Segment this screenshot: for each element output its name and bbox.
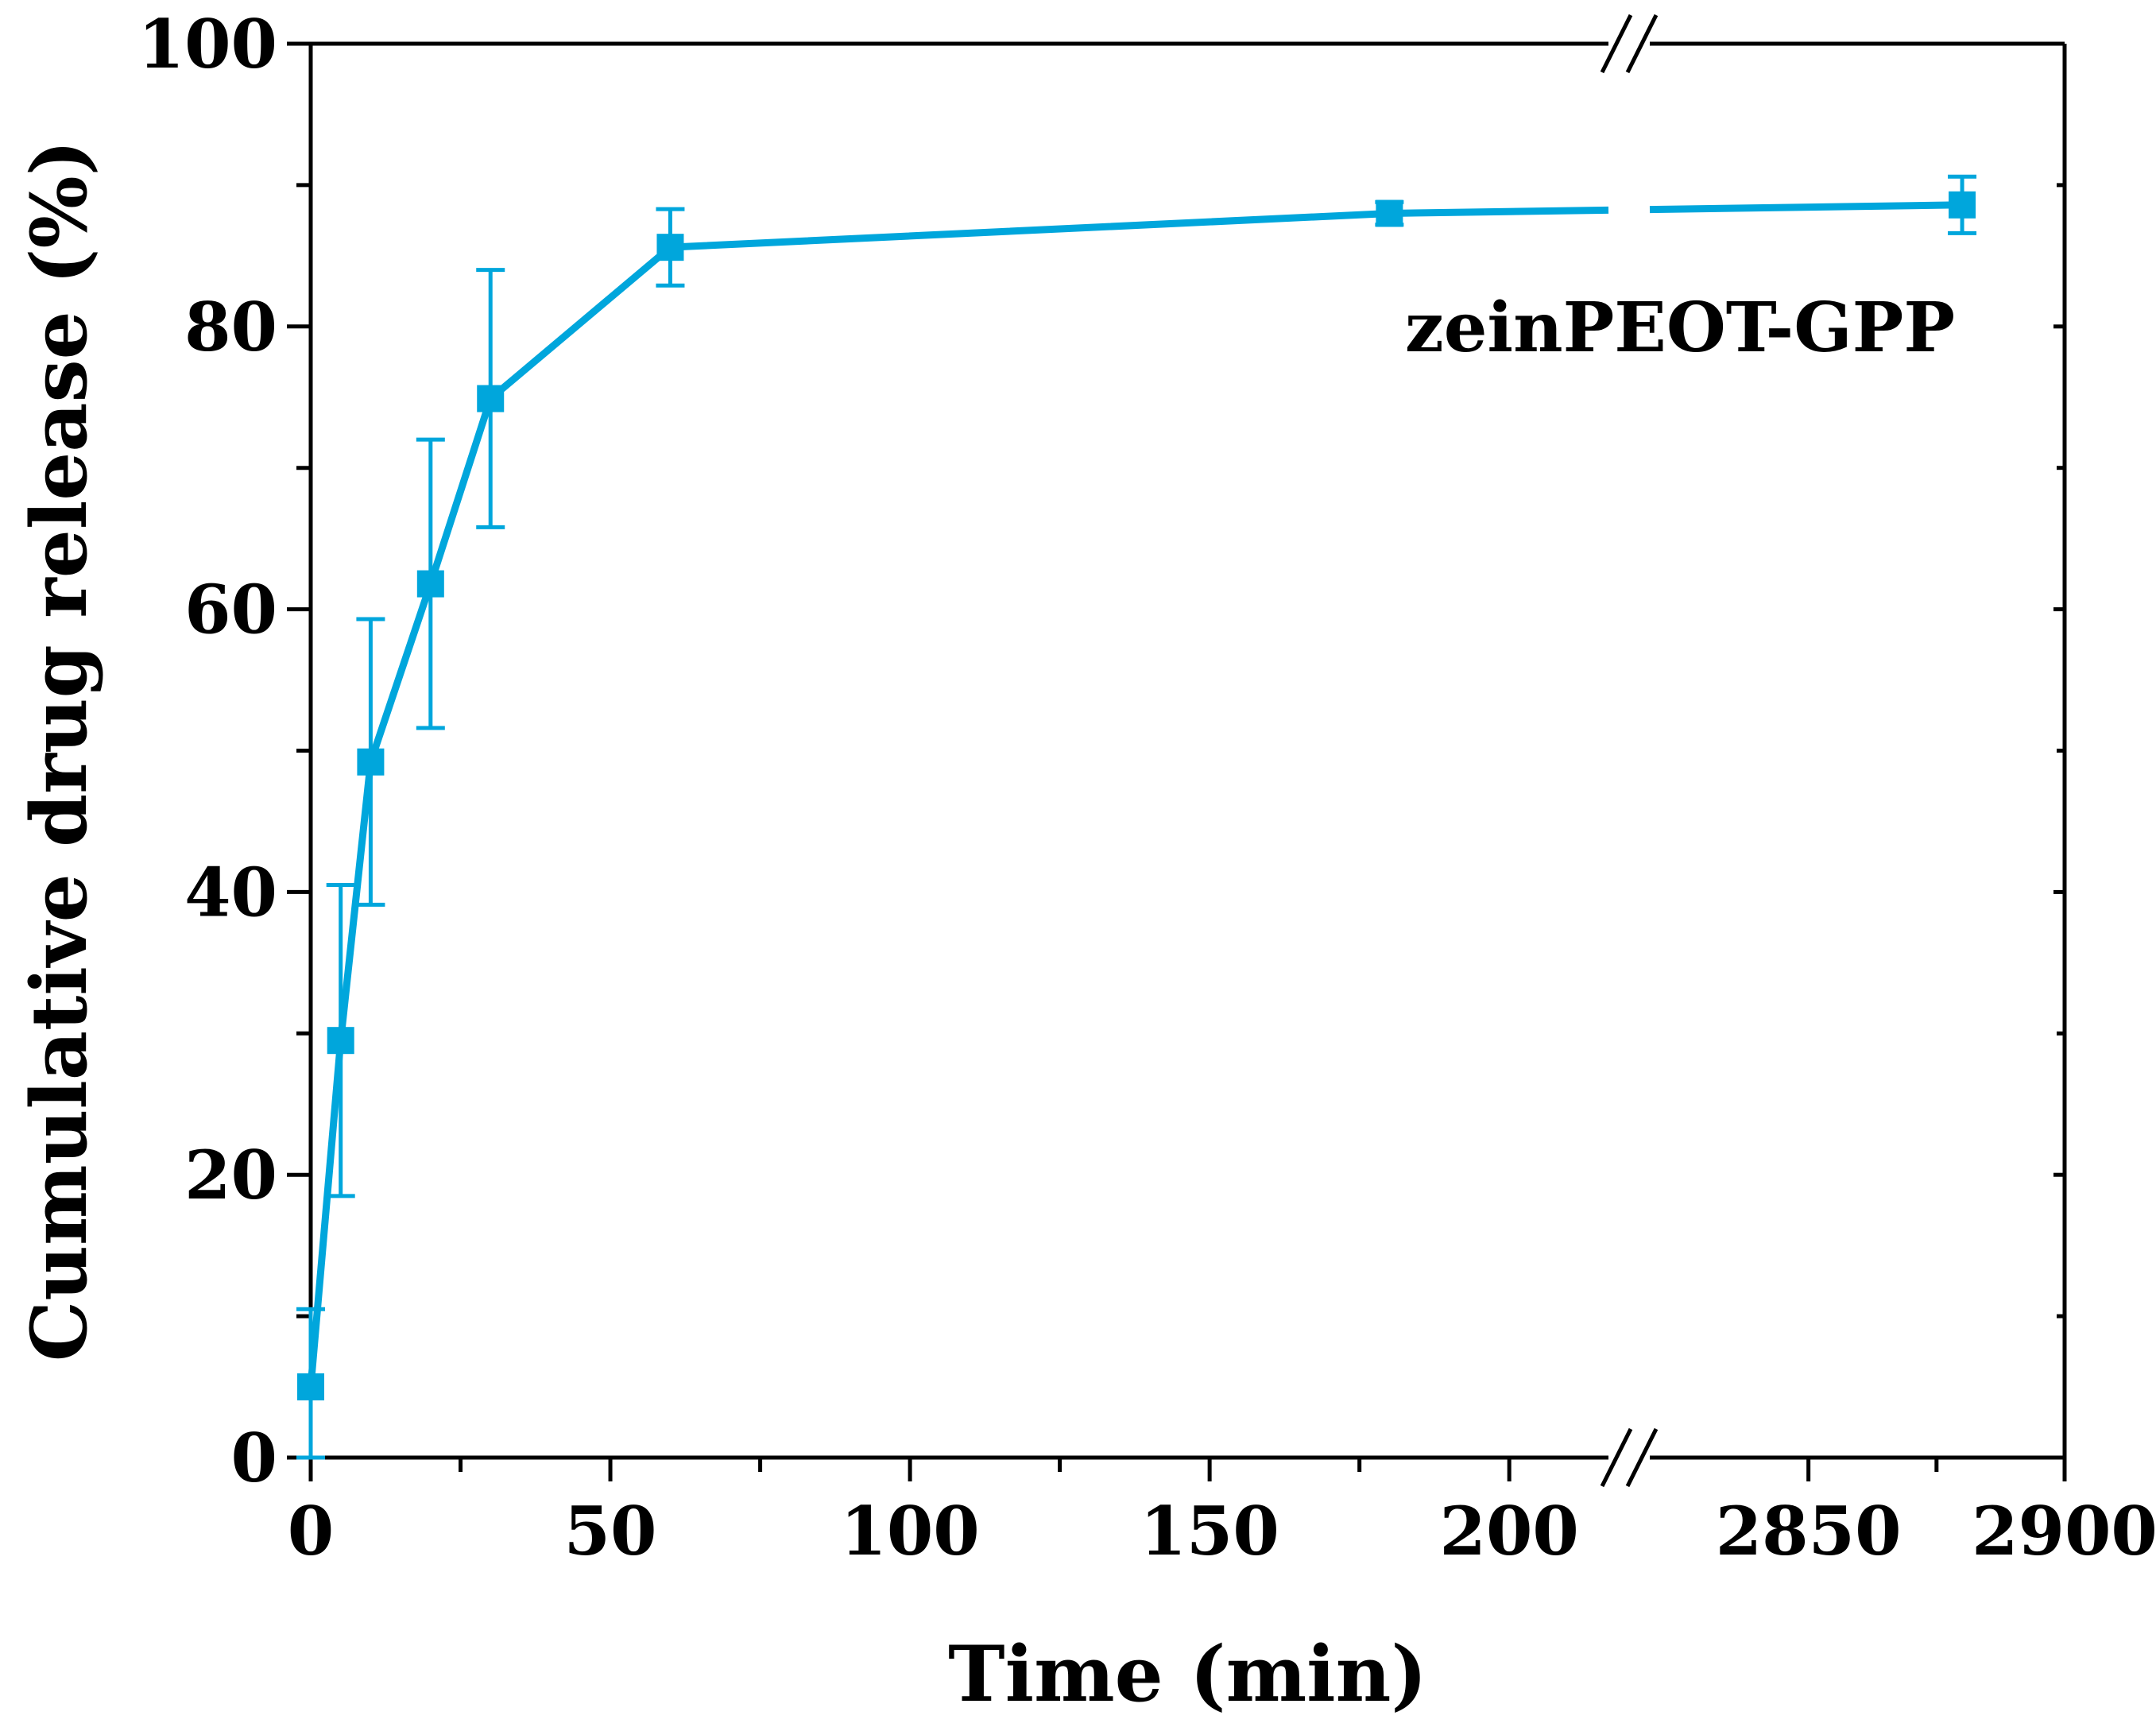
y-tick-label: 40	[184, 853, 277, 931]
series-line-post-break	[1649, 201, 1963, 214]
series-line	[307, 209, 1390, 1388]
data-point	[1949, 191, 1976, 219]
data-point	[297, 1373, 324, 1401]
x-tick-label: 2900	[1972, 1492, 2156, 1570]
series-line-pre-break	[1389, 206, 1609, 217]
axes	[287, 14, 2067, 1488]
data-point	[656, 234, 684, 261]
top-break-mark-2	[1625, 14, 1659, 74]
y-axis-title: Cumulative drug release (%)	[14, 140, 104, 1361]
x-tick-label: 100	[840, 1492, 979, 1570]
series-label: zeinPEOT-GPP	[1405, 288, 1955, 368]
y-tick-label: 60	[184, 571, 277, 649]
x-tick-label: 200	[1440, 1492, 1579, 1570]
data-point	[416, 570, 444, 598]
x-tick-label: 2850	[1716, 1492, 1902, 1570]
data-point	[357, 748, 385, 776]
x-axis-title: Time (min)	[948, 1629, 1427, 1719]
data-point	[477, 385, 505, 412]
y-tick-label: 0	[231, 1419, 277, 1497]
x-axis-break-mark-1	[1600, 1427, 1633, 1488]
x-axis-break-mark-2	[1625, 1427, 1659, 1488]
text-layer: Time (min) Cumulative drug release (%) z…	[14, 5, 2156, 1719]
top-break-mark-1	[1600, 14, 1633, 74]
y-tick-label: 80	[184, 288, 277, 366]
y-tick-label: 20	[184, 1136, 277, 1214]
y-tick-label: 100	[138, 5, 277, 83]
data-point	[1376, 199, 1403, 227]
x-tick-label: 50	[564, 1492, 657, 1570]
series-layer	[296, 174, 1977, 1460]
data-point	[327, 1027, 354, 1055]
x-tick-label: 150	[1140, 1492, 1279, 1570]
x-tick-label: 0	[288, 1492, 334, 1570]
